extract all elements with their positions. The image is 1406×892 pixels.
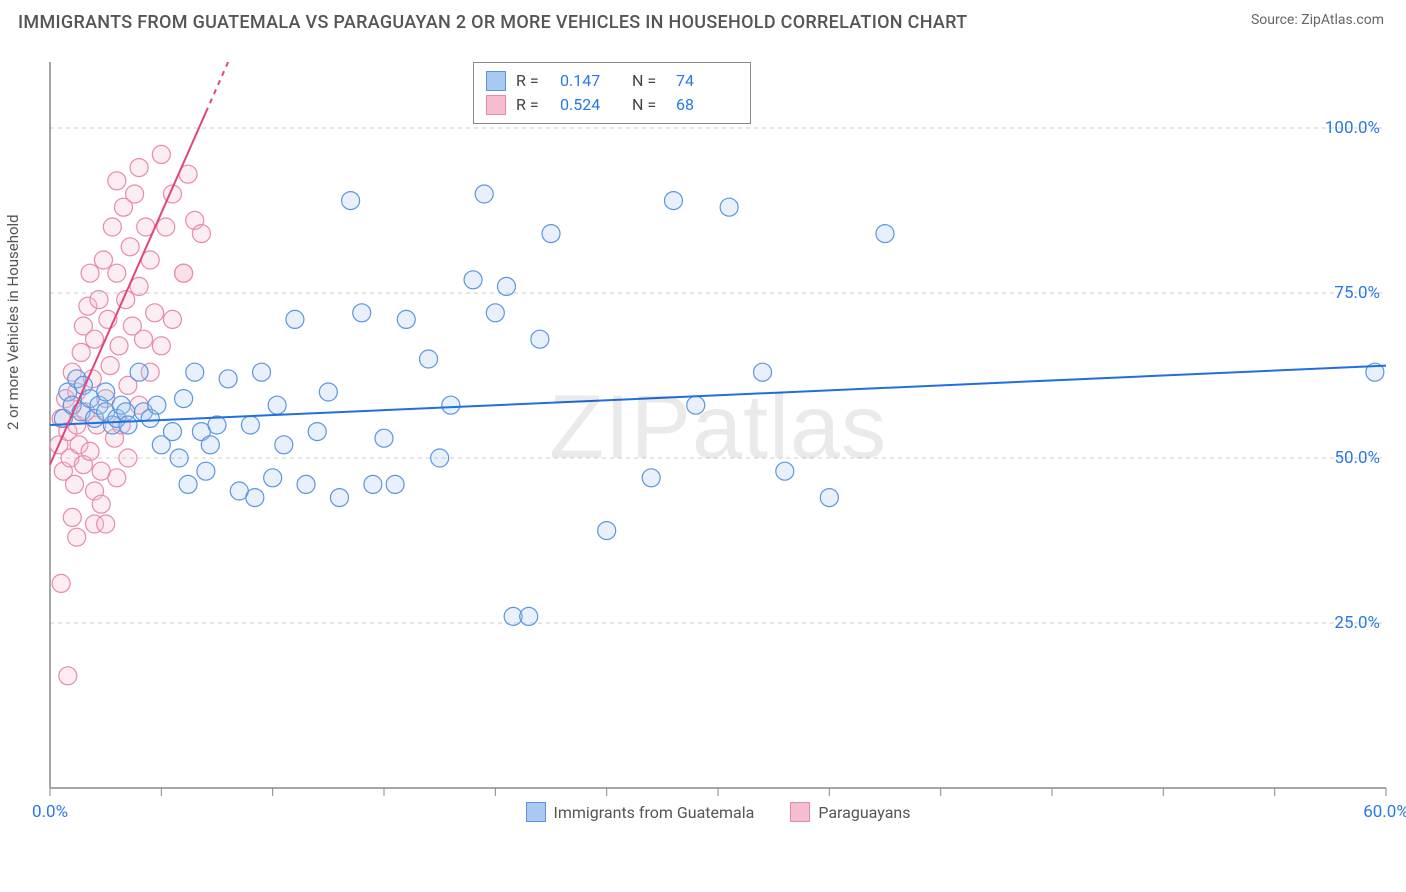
legend-n-label: N = (632, 93, 666, 117)
legend-row-2: R = 0.524 N = 68 (486, 93, 738, 117)
header-row: IMMIGRANTS FROM GUATEMALA VS PARAGUAYAN … (18, 12, 1384, 33)
legend-swatch-blue (486, 71, 506, 91)
y-tick-label: 50.0% (1334, 448, 1380, 468)
legend-r-label: R = (516, 69, 550, 93)
legend-bottom: Immigrants from Guatemala Paraguayans (48, 802, 1388, 822)
legend-n-value-1: 74 (676, 69, 738, 93)
legend-row-1: R = 0.147 N = 74 (486, 69, 738, 93)
y-axis-label: 2 or more Vehicles in Household (4, 214, 22, 430)
legend-swatch-blue (526, 802, 546, 822)
legend-r-value-2: 0.524 (560, 93, 622, 117)
legend-item-guatemala: Immigrants from Guatemala (526, 802, 755, 822)
legend-n-value-2: 68 (676, 93, 738, 117)
legend-swatch-pink (486, 95, 506, 115)
scatter-plot (48, 58, 1388, 828)
y-tick-label: 25.0% (1334, 613, 1380, 633)
legend-r-value-1: 0.147 (560, 69, 622, 93)
legend-swatch-pink (790, 802, 810, 822)
legend-item-paraguayans: Paraguayans (790, 802, 910, 822)
y-tick-label: 75.0% (1334, 283, 1380, 303)
chart-area: ZIPatlas R = 0.147 N = 74 R = 0.524 N = … (48, 58, 1388, 828)
source-text: Source: ZipAtlas.com (1251, 12, 1384, 28)
legend-correlation: R = 0.147 N = 74 R = 0.524 N = 68 (473, 62, 751, 124)
chart-title: IMMIGRANTS FROM GUATEMALA VS PARAGUAYAN … (18, 12, 967, 33)
legend-label: Paraguayans (818, 803, 910, 822)
legend-label: Immigrants from Guatemala (554, 803, 755, 822)
legend-r-label: R = (516, 93, 550, 117)
legend-n-label: N = (632, 69, 666, 93)
y-tick-label: 100.0% (1325, 118, 1380, 138)
